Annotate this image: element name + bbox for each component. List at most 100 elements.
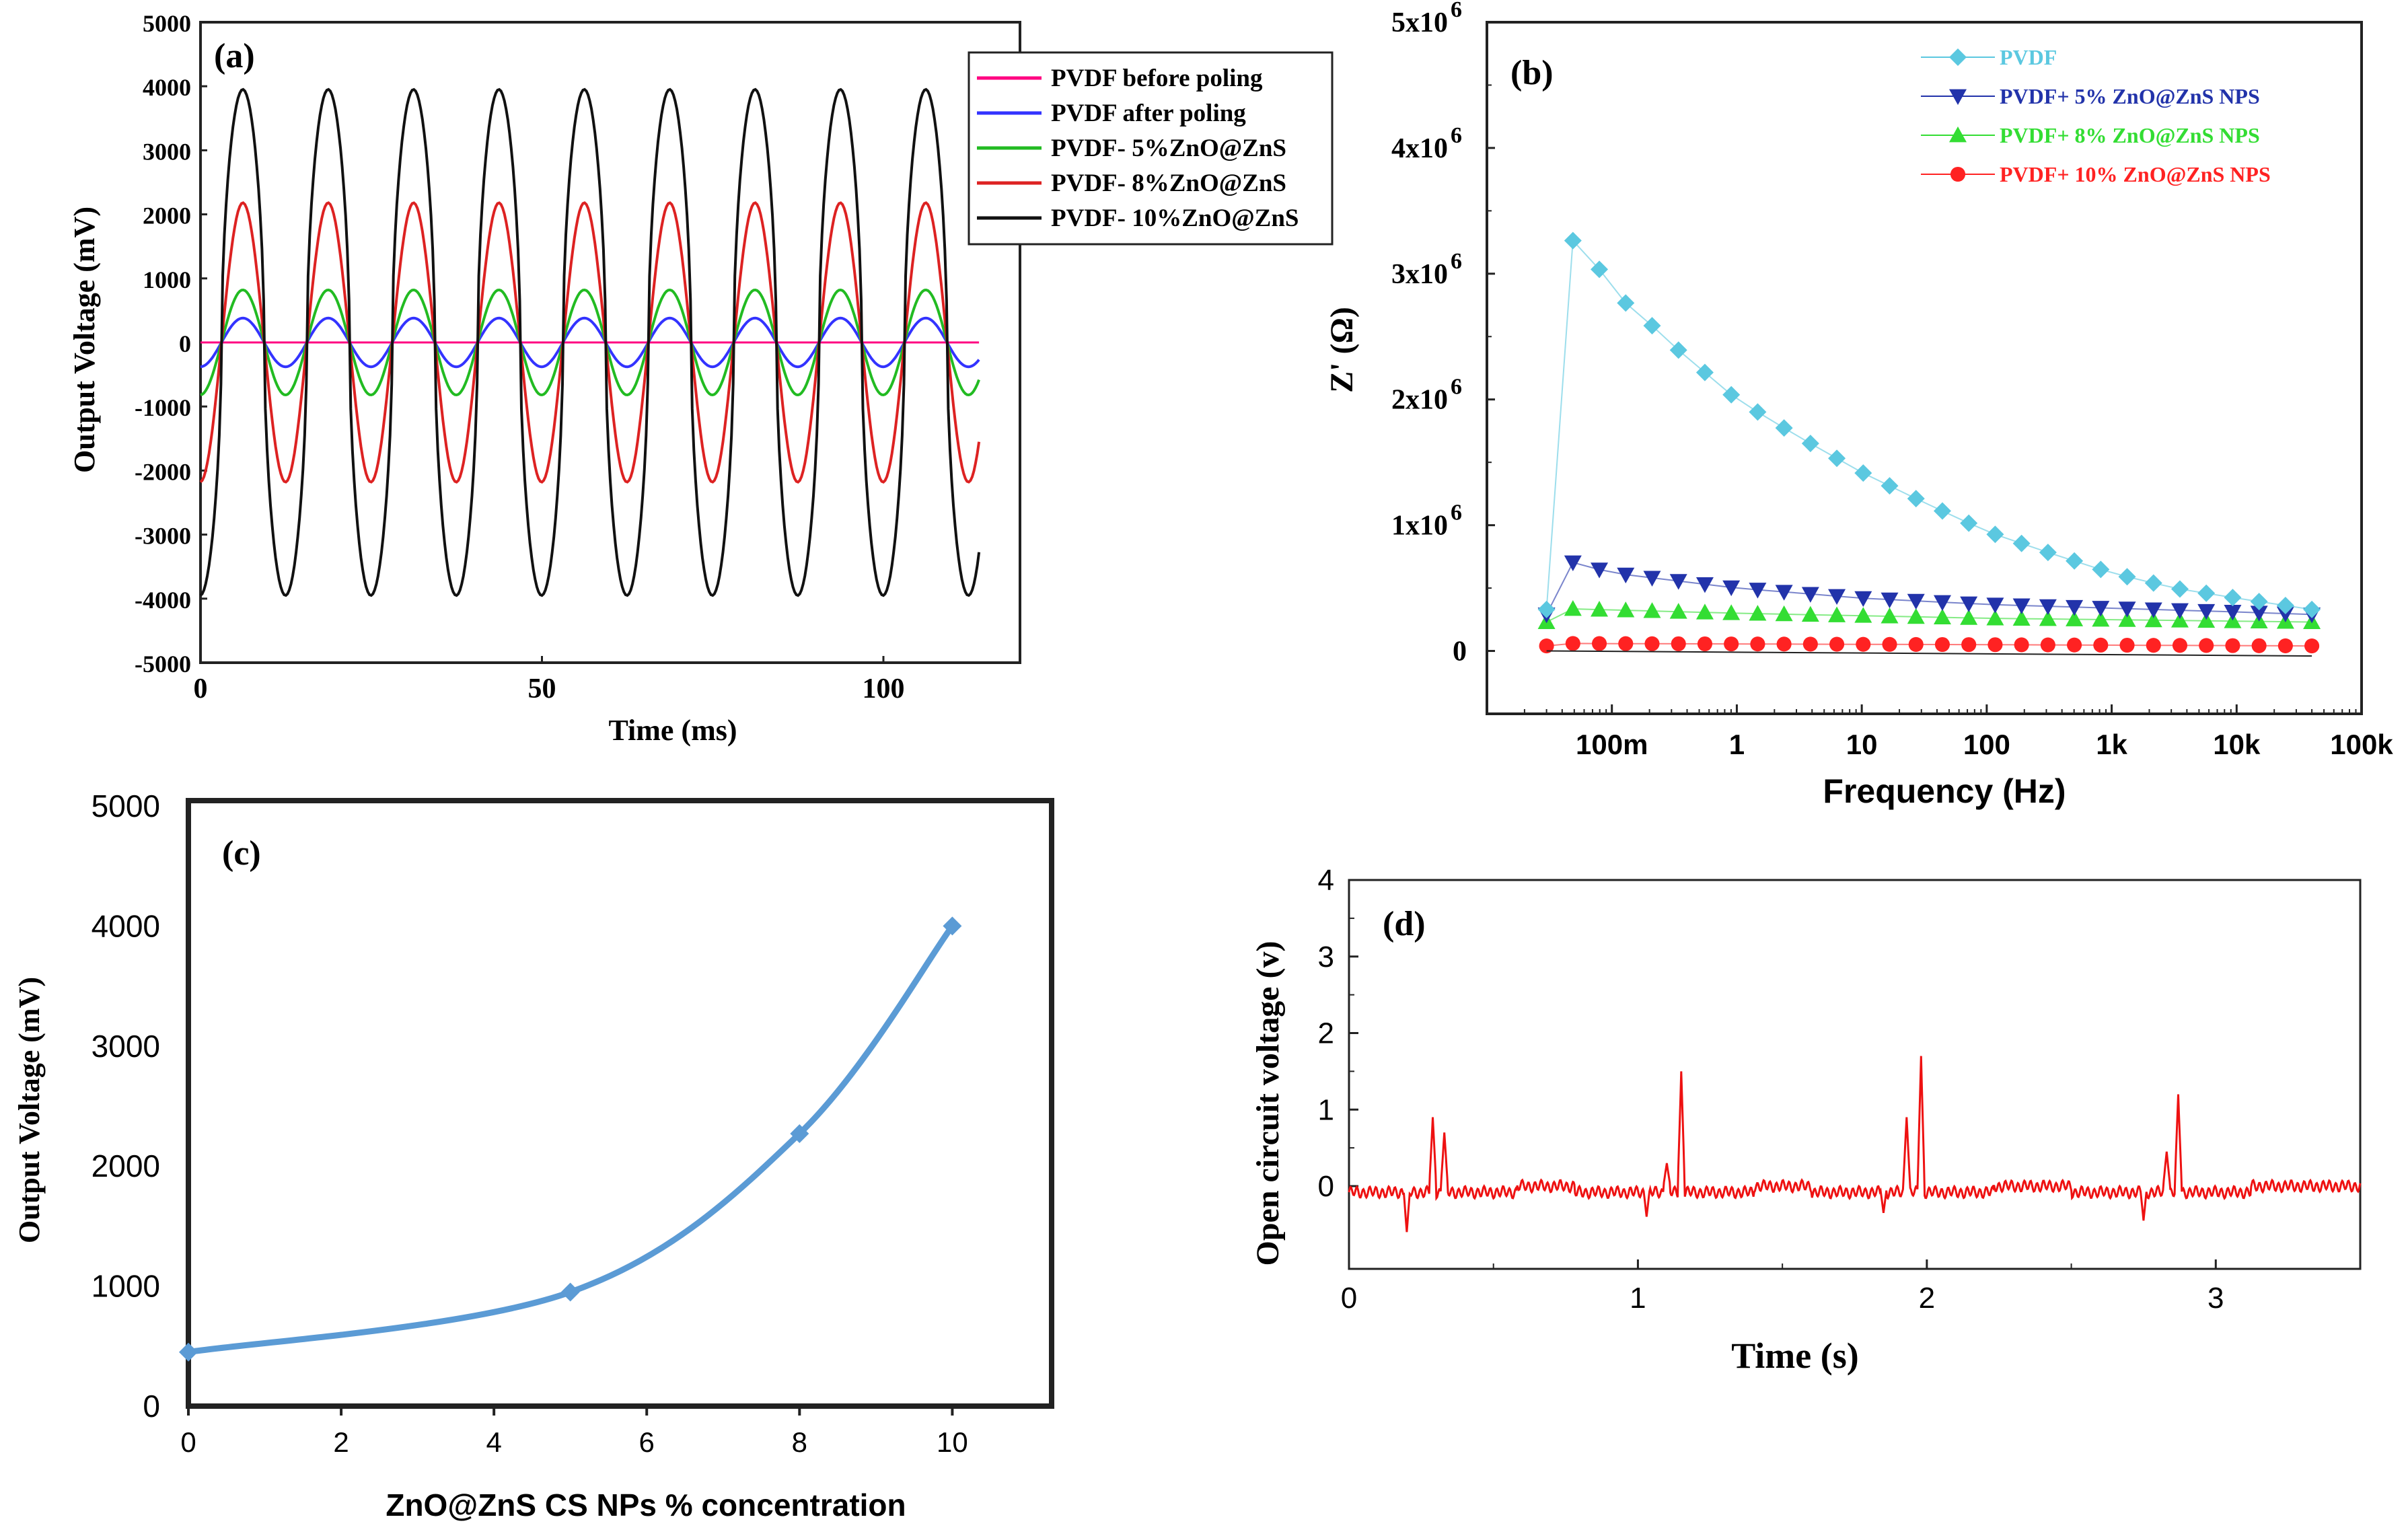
panel-b-data-point: [1592, 636, 1607, 651]
panel-b-data-point: [1617, 601, 1635, 618]
panel-a-y-tick-label: 5000: [143, 10, 191, 37]
panel-b-data-point: [1829, 636, 1845, 652]
panel-b-data-point: [1881, 477, 1899, 495]
panel-c-frame: [186, 798, 1054, 1409]
panel-c-data-point: [560, 1282, 580, 1302]
panel-d-x-tick-label: 3: [2208, 1282, 2224, 1315]
panel-c-y-label: Output Voltage (mV): [13, 977, 46, 1243]
panel-b-data-point: [2066, 552, 2084, 570]
panel-b-legend-label: PVDF+ 5% ZnO@ZnS NPS: [2000, 84, 2260, 108]
panel-d-y-tick-label: 1: [1318, 1093, 1334, 1126]
panel-b-data-point: [2303, 600, 2321, 618]
panel-b-data-point: [1949, 89, 1967, 105]
panel-b-data-point: [2197, 603, 2216, 620]
panel-b-y-tick-label: 2x10: [1391, 385, 1448, 416]
panel-c-x-tick-label: 4: [486, 1426, 501, 1458]
panel-c-series-line: [188, 924, 955, 1356]
panel-b-data-point: [1669, 603, 1687, 619]
panel-b-data-point: [2012, 598, 2031, 614]
panel-d-x-tick-label: 0: [1341, 1282, 1357, 1315]
panel-b-data-point: [1907, 593, 1925, 610]
panel-c-y-tick-label: 4000: [92, 908, 160, 943]
panel-b-data-point: [2066, 610, 2084, 626]
panel-b-data-point: [2039, 599, 2057, 616]
panel-b-data-point: [2040, 637, 2055, 653]
panel-d-y-axis: 4 3 2 1 0: [1318, 864, 1358, 1203]
panel-b-data-point: [2039, 544, 2057, 562]
panel-b-legend: PVDF PVDF+ 5% ZnO@ZnS NPS PVDF+ 8% ZnO@ZnS…: [1921, 45, 2271, 186]
panel-b-data-point: [1933, 502, 1951, 520]
panel-a-legend-label: PVDF after poling: [1051, 100, 1246, 127]
panel-b-x-label: Frequency (Hz): [1823, 772, 2066, 810]
panel-b-data-point: [1933, 595, 1951, 612]
panel-d-series-line: [1348, 1056, 2362, 1233]
panel-a-x-tick-label: 50: [528, 673, 556, 704]
panel-b-y-tick-exponent: 6: [1451, 123, 1462, 148]
panel-b-data-point: [1961, 637, 1977, 653]
panel-b-data-point: [1933, 608, 1951, 625]
panel-b-data-point: [1801, 606, 1819, 622]
panel-b-data-point: [1749, 583, 1767, 599]
panel-b-data-point: [1802, 636, 1818, 652]
panel-a-y-tick-label: -2000: [135, 458, 191, 485]
panel-b-x-tick-label: 100: [1963, 729, 2010, 760]
panel-b-data-point: [2276, 597, 2294, 615]
panel-a-y-tick-label: -4000: [135, 587, 191, 614]
panel-b-data-point: [2170, 580, 2189, 598]
panel-a-y-tick-label: -1000: [135, 394, 191, 421]
panel-b-y-label: Z' (Ω): [1324, 307, 1360, 393]
panel-c-x-tick-label: 0: [180, 1426, 196, 1458]
panel-b-data-point: [2012, 534, 2031, 552]
panel-b-label: (b): [1510, 54, 1554, 92]
panel-b-data-point: [1856, 636, 1871, 652]
panel-b-data-point: [2092, 601, 2110, 617]
panel-b-y-tick-label: 5x10: [1391, 7, 1448, 38]
panel-b-data-point: [1722, 580, 1741, 597]
panel-a-legend-label: PVDF- 8%ZnO@ZnS: [1051, 170, 1286, 197]
panel-b-x-tick-label: 1k: [2096, 729, 2127, 760]
panel-b-data-point: [2250, 593, 2268, 611]
panel-b-data-point: [2224, 589, 2242, 607]
panel-b-data-point: [1776, 636, 1792, 652]
panel-b-data-point: [1986, 610, 2004, 626]
panel-b-data-point: [2197, 612, 2216, 628]
panel-b-data-point: [2012, 610, 2031, 626]
panel-a-x-tick-label: 0: [194, 673, 208, 704]
panel-b-data-point: [2224, 605, 2242, 621]
panel-a-y-tick-label: 3000: [143, 138, 191, 165]
panel-c-x-tick-label: 6: [639, 1426, 655, 1458]
panel-c-data-point: [179, 1342, 198, 1362]
panel-b-data-point: [2172, 638, 2188, 653]
panel-b-data-point: [2144, 574, 2162, 592]
panel-b-data-point: [1987, 637, 2003, 653]
panel-c-y-tick-label: 5000: [92, 789, 160, 823]
panel-b-y-tick-label: 3x10: [1391, 259, 1448, 290]
panel-b-y-tick-label: 1x10: [1391, 511, 1448, 542]
panel-a-legend-label: PVDF- 10%ZnO@ZnS: [1051, 205, 1299, 232]
panel-b-data-point: [1565, 636, 1580, 651]
panel-b-data-point: [1907, 608, 1925, 624]
panel-b-data-point: [2225, 638, 2240, 653]
panel-c-y-axis: 5000 4000 3000 2000 1000 0: [92, 789, 160, 1424]
panel-b-data-point: [2066, 599, 2084, 616]
panel-b-data-point: [2304, 638, 2320, 654]
panel-b-y-tick-exponent: 6: [1451, 249, 1462, 274]
panel-b-legend-label: PVDF: [2000, 45, 2057, 69]
panel-b-x-tick-label: 100k: [2330, 729, 2393, 760]
panel-b-data-point: [2197, 584, 2216, 602]
panel-b-data-point: [1775, 605, 1793, 622]
panel-a-y-tick-label: -3000: [135, 523, 191, 550]
panel-b-data-point: [1881, 608, 1899, 624]
panel-b-data-point: [1775, 419, 1793, 437]
panel-b-data-point: [1643, 571, 1661, 587]
panel-b-data-point: [1669, 341, 1687, 359]
panel-b-data-point: [1750, 636, 1765, 652]
panel-b-data-point: [1934, 636, 1950, 653]
panel-b-data-point: [1854, 464, 1872, 482]
panel-b-data-point: [2118, 601, 2136, 618]
panel-b-data-point: [1908, 636, 1924, 652]
panel-b-data-point: [1695, 603, 1714, 620]
